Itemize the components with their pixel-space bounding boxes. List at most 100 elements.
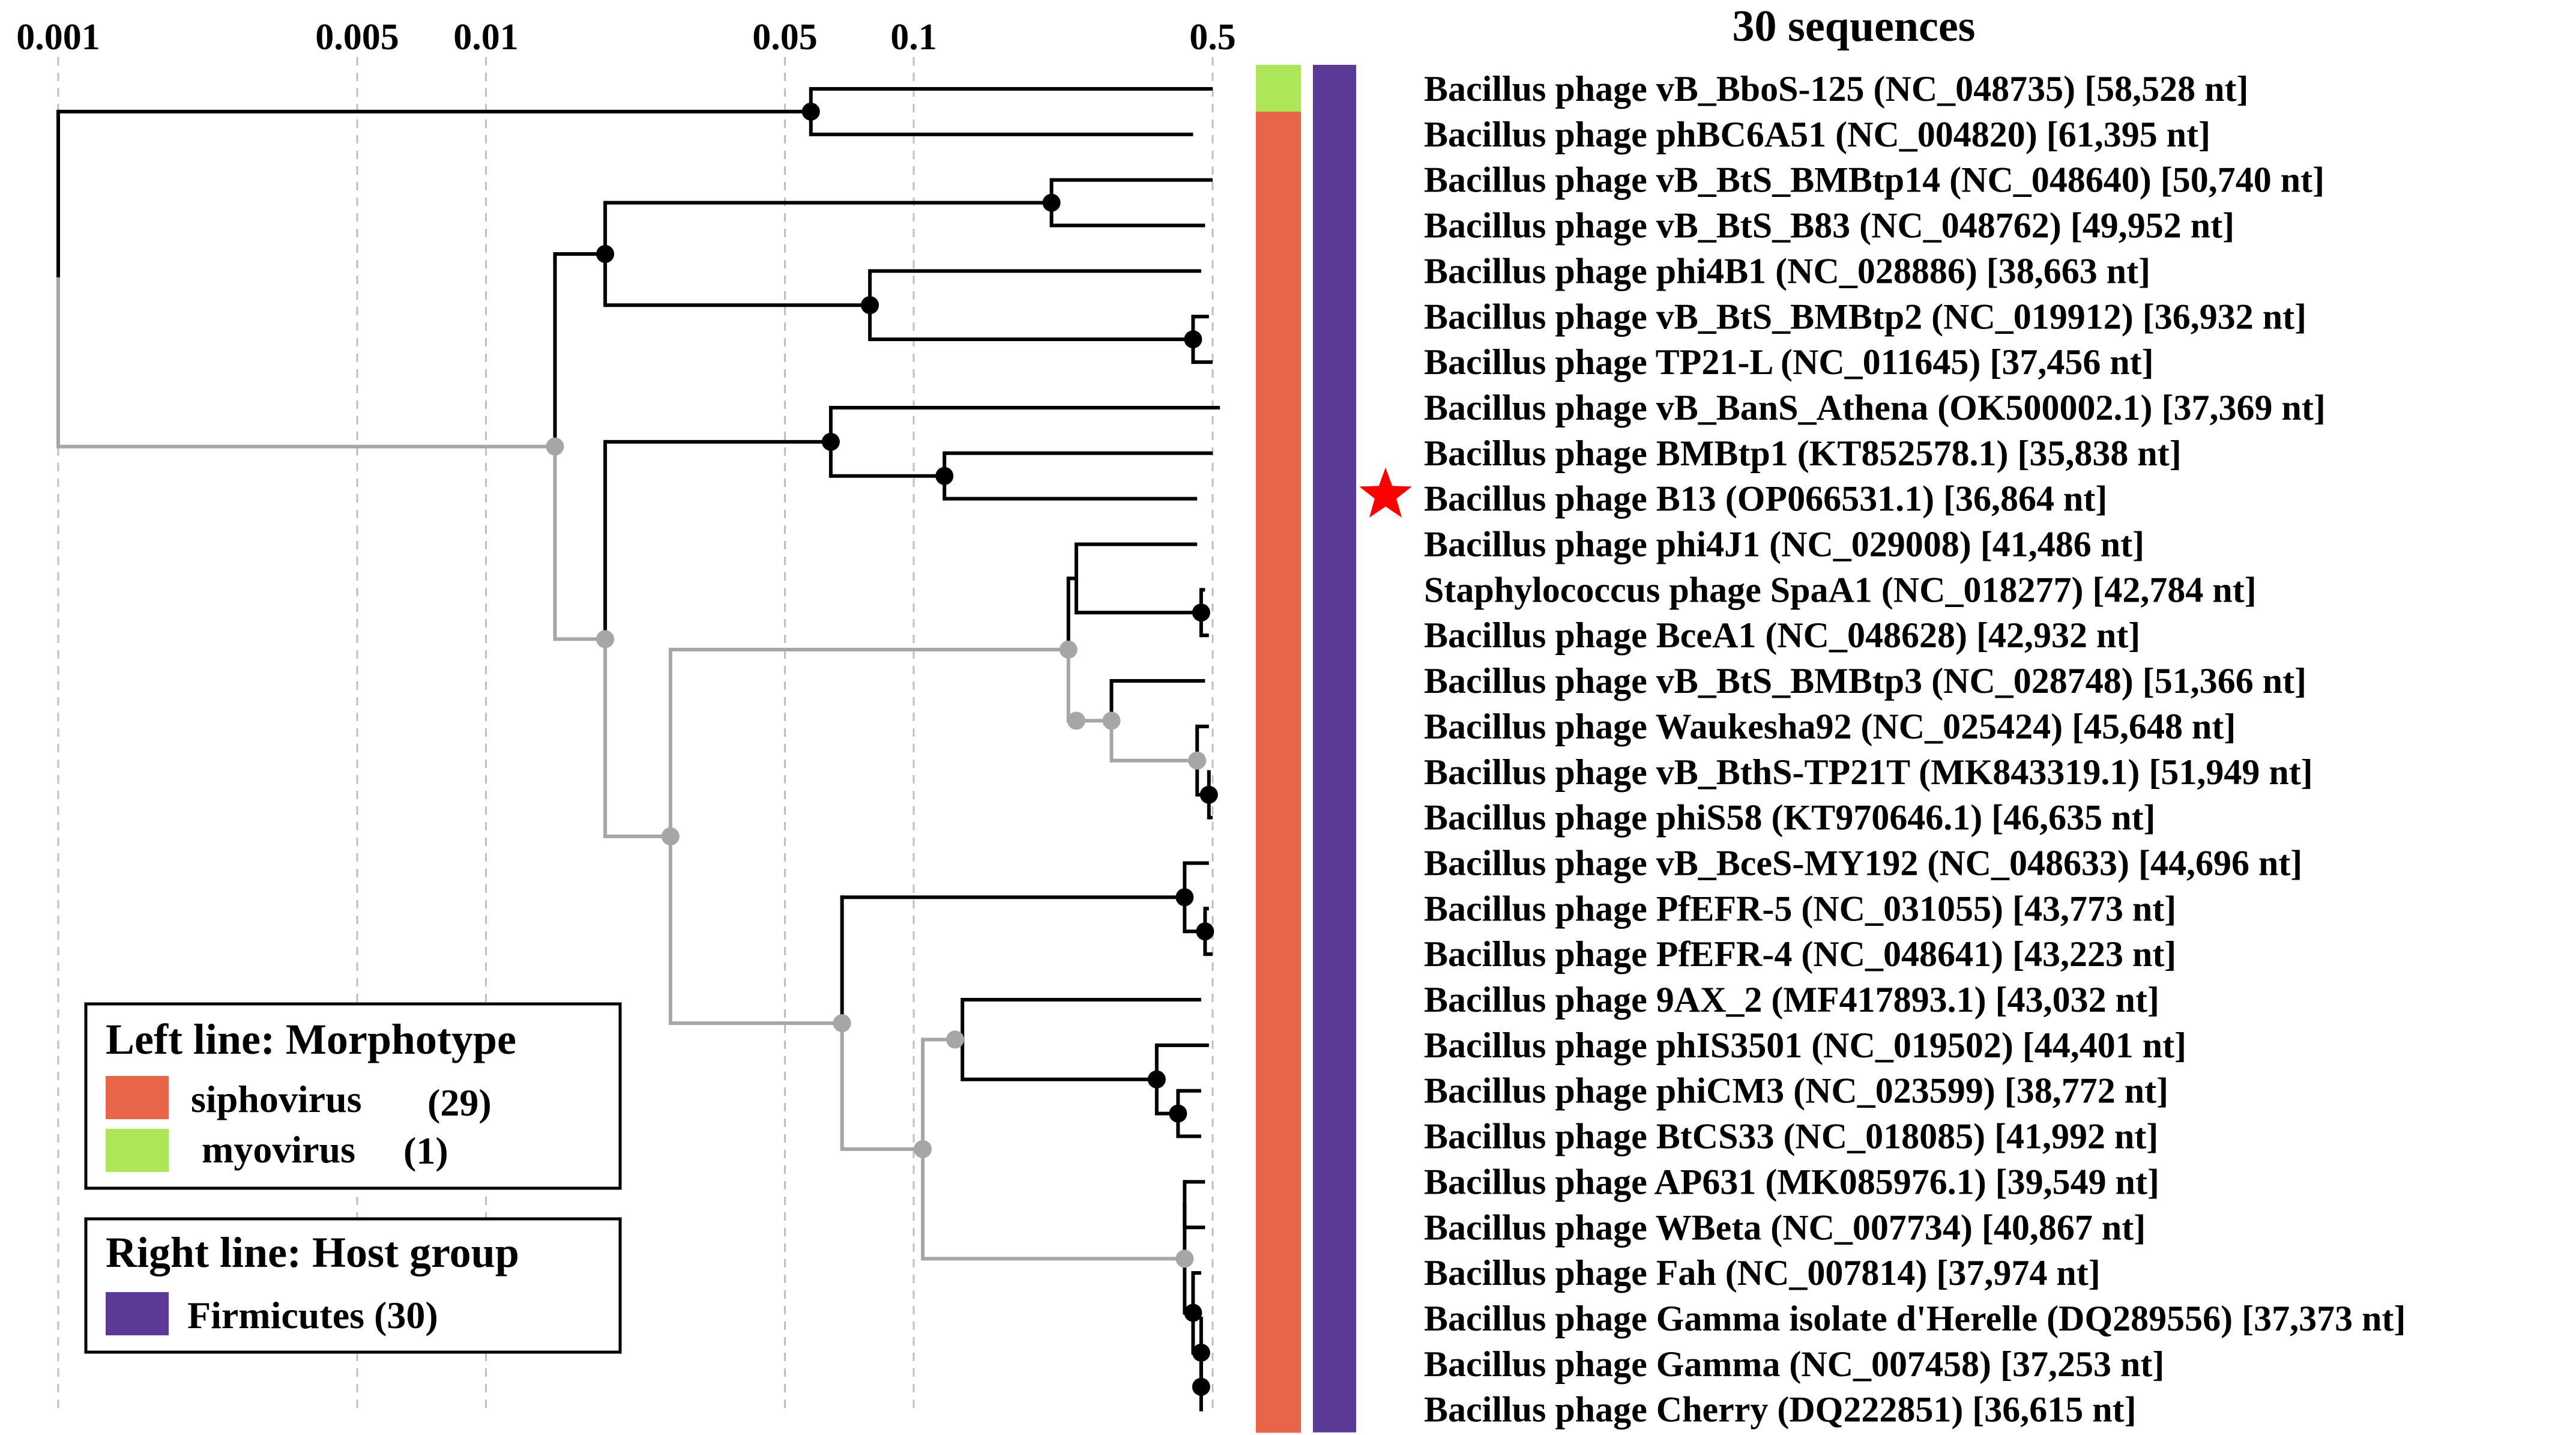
morphotype-bar-segment xyxy=(1256,886,1301,932)
morphotype-bar-segment xyxy=(1256,1296,1301,1342)
morphotype-bar-segment xyxy=(1256,339,1301,385)
morphotype-bar-segment xyxy=(1256,612,1301,659)
tree-node-dot xyxy=(661,827,680,846)
leaf-label: Bacillus phage phi4J1 (NC_029008) [41,48… xyxy=(1424,525,2144,564)
legend-myovirus-label: myovirus xyxy=(202,1128,355,1171)
morphotype-bar-segment xyxy=(1256,977,1301,1023)
tree-node-dot xyxy=(1169,1104,1187,1123)
legend-morphotype-title: Left line: Morphotype xyxy=(106,1015,516,1063)
leaf-label: Bacillus phage phiCM3 (NC_023599) [38,77… xyxy=(1424,1071,2168,1111)
legend-myovirus-count: (1) xyxy=(403,1129,448,1172)
tree-node-dot xyxy=(1175,888,1194,907)
scale-tick-label: 0.05 xyxy=(752,17,818,58)
leaf-label: Bacillus phage vB_BthS-TP21T (MK843319.1… xyxy=(1424,752,2313,792)
highlight-star-icon xyxy=(1359,467,1412,518)
tree-node-dot xyxy=(1199,785,1218,804)
morphotype-bar-segment xyxy=(1256,794,1301,841)
tree-node-dot xyxy=(1192,1343,1210,1362)
morphotype-bar-segment xyxy=(1256,703,1301,750)
tree-title: 30 sequences xyxy=(1733,2,1976,51)
tree-node-dot xyxy=(914,1140,932,1158)
tree-branches xyxy=(56,87,1220,1412)
leaf-label: Bacillus phage 9AX_2 (MF417893.1) [43,03… xyxy=(1424,980,2159,1020)
tree-node-dot xyxy=(1175,1249,1194,1268)
scale-tick-label: 0.01 xyxy=(453,17,519,58)
tree-node-dot xyxy=(1067,711,1085,730)
leaf-label: Bacillus phage phIS3501 (NC_019502) [44,… xyxy=(1424,1026,2186,1065)
tree-node-dot xyxy=(1042,193,1061,212)
leaf-label: Bacillus phage TP21-L (NC_011645) [37,45… xyxy=(1424,342,2154,382)
morphotype-bar-segment xyxy=(1256,567,1301,613)
leaf-label: Bacillus phage vB_BtS_BMBtp2 (NC_019912)… xyxy=(1424,297,2306,336)
leaf-label: Bacillus phage Gamma (NC_007458) [37,253… xyxy=(1424,1344,2164,1384)
legend-firmicutes-label: Firmicutes (30) xyxy=(187,1294,438,1337)
morphotype-bar-segment xyxy=(1256,749,1301,796)
leaf-label: Bacillus phage vB_BboS-125 (NC_048735) [… xyxy=(1424,69,2248,109)
leaf-label: Bacillus phage vB_BtS_BMBtp3 (NC_028748)… xyxy=(1424,661,2306,701)
morphotype-bar-segment xyxy=(1256,521,1301,568)
leaf-labels: Bacillus phage vB_BboS-125 (NC_048735) [… xyxy=(1359,69,2406,1430)
morphotype-bar-segment xyxy=(1256,1341,1301,1388)
leaf-label: Bacillus phage Cherry (DQ222851) [36,615… xyxy=(1424,1390,2137,1430)
leaf-label: Bacillus phage phBC6A51 (NC_004820) [61,… xyxy=(1424,115,2210,154)
legend-siphovirus-swatch xyxy=(106,1076,169,1119)
morphotype-bar-segment xyxy=(1256,476,1301,522)
morphotype-bar-segment xyxy=(1256,385,1301,431)
tree-node-dot xyxy=(546,437,564,456)
tree-node-dot xyxy=(596,630,615,648)
leaf-label: Bacillus phage BtCS33 (NC_018085) [41,99… xyxy=(1424,1117,2158,1156)
morphotype-bar-segment xyxy=(1256,202,1301,249)
leaf-label: Bacillus phage WBeta (NC_007734) [40,867… xyxy=(1424,1207,2146,1247)
leaf-label: Bacillus phage vB_BtS_BMBtp14 (NC_048640… xyxy=(1424,160,2324,200)
legend-myovirus-swatch xyxy=(106,1129,169,1172)
leaf-label: Bacillus phage vB_BanS_Athena (OK500002.… xyxy=(1424,388,2326,427)
morphotype-bar-segment xyxy=(1256,111,1301,158)
leaf-label: Bacillus phage Fah (NC_007814) [37,974 n… xyxy=(1424,1253,2101,1293)
legend-host-title: Right line: Host group xyxy=(106,1228,519,1276)
tree-node-dot xyxy=(1184,330,1202,349)
scale-tick-label: 0.5 xyxy=(1189,17,1236,58)
tree-node-dot xyxy=(1196,922,1214,941)
leaf-label: Bacillus phage PfEFR-5 (NC_031055) [43,7… xyxy=(1424,889,2176,928)
leaf-label: Bacillus phage BceA1 (NC_048628) [42,932… xyxy=(1424,615,2140,655)
leaf-label: Bacillus phage phi4B1 (NC_028886) [38,66… xyxy=(1424,251,2150,291)
tree-node-dot xyxy=(596,244,615,263)
morphotype-bar-segment xyxy=(1256,430,1301,477)
morphotype-bar-segment xyxy=(1256,157,1301,204)
morphotype-bar-segment xyxy=(1256,1204,1301,1251)
morphotype-bar-segment xyxy=(1256,1113,1301,1160)
morphotype-bar-segment xyxy=(1256,1068,1301,1114)
leaf-label: Bacillus phage vB_BceS-MY192 (NC_048633)… xyxy=(1424,843,2302,883)
tree-node-dot xyxy=(821,432,840,451)
morphotype-bar-segment xyxy=(1256,658,1301,704)
tree-node-dot xyxy=(1192,603,1210,622)
tree-node-dot xyxy=(946,1030,965,1049)
tree-node-dot xyxy=(1192,1377,1210,1396)
scale-tick-label: 0.005 xyxy=(315,17,399,58)
morphotype-bar-segment xyxy=(1256,1159,1301,1205)
scale-tick-labels: 0.001 0.005 0.01 0.05 0.1 0.5 xyxy=(16,17,1236,58)
legend-morphotype: Left line: Morphotype siphovirus (29) my… xyxy=(84,1002,622,1190)
tree-node-dot xyxy=(1102,711,1121,730)
annotation-bars xyxy=(1256,65,1356,1433)
leaf-label: Bacillus phage AP631 (MK085976.1) [39,54… xyxy=(1424,1162,2159,1201)
tree-node-dot xyxy=(1188,751,1207,770)
leaf-label: Bacillus phage phiS58 (KT970646.1) [46,6… xyxy=(1424,798,2156,838)
legend-morphotype-frame xyxy=(84,1002,622,1190)
leaf-label: Bacillus phage BMBtp1 (KT852578.1) [35,8… xyxy=(1424,434,2182,473)
tree-node-dot xyxy=(801,102,820,121)
tree-nodes xyxy=(546,102,1218,1396)
morphotype-bar-segment xyxy=(1256,1386,1301,1433)
leaf-label: Bacillus phage B13 (OP066531.1) [36,864 … xyxy=(1424,479,2107,519)
morphotype-bar-segment xyxy=(1256,1022,1301,1069)
tree-node-dot xyxy=(1184,1304,1202,1322)
leaf-label: Bacillus phage Gamma isolate d'Herelle (… xyxy=(1424,1299,2406,1338)
legend-siphovirus-count: (29) xyxy=(427,1081,492,1124)
host-bar xyxy=(1313,65,1356,1433)
tree-node-dot xyxy=(935,467,954,485)
leaf-label: Staphylococcus phage SpaA1 (NC_018277) [… xyxy=(1424,570,2257,609)
leaf-label: Bacillus phage PfEFR-4 (NC_048641) [43,2… xyxy=(1424,934,2176,974)
scale-tick-label: 0.1 xyxy=(890,17,937,58)
